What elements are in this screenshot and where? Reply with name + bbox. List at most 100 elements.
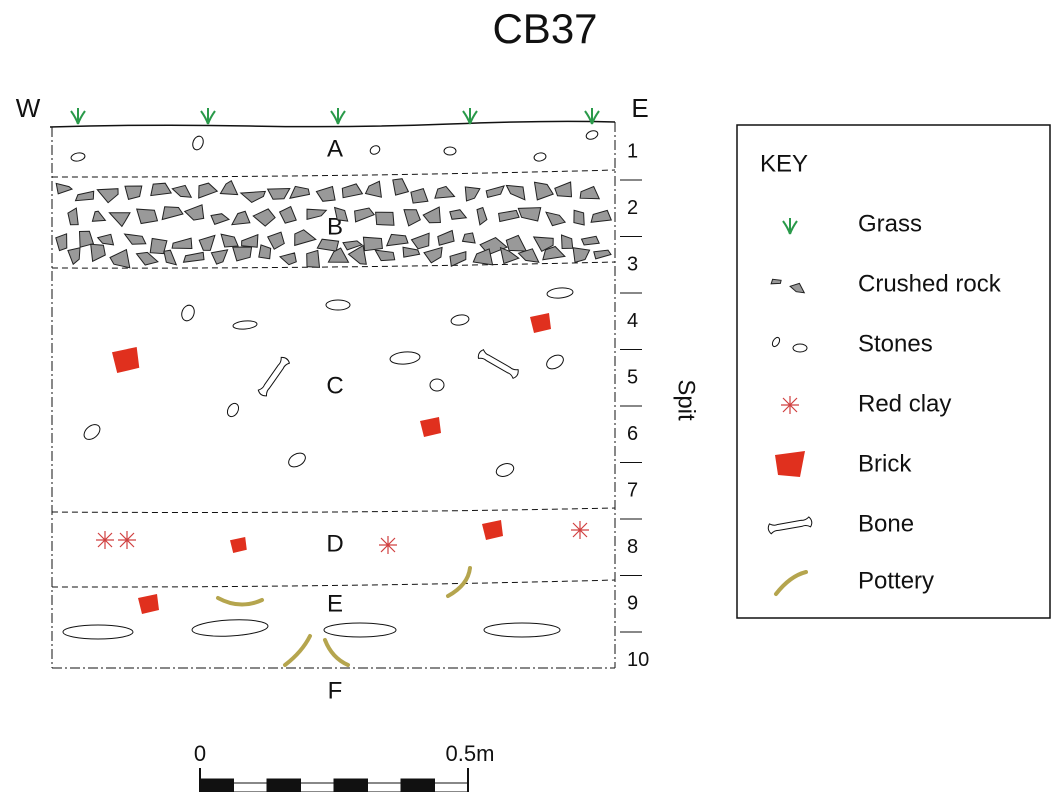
pottery	[283, 634, 312, 667]
crushed-rock	[161, 206, 184, 221]
stone	[546, 354, 564, 370]
layer-boundary	[51, 261, 616, 269]
crushed-rock	[532, 236, 554, 252]
crushed-rock	[278, 205, 297, 224]
scale-end: 0.5m	[446, 741, 495, 766]
crushed-rock	[342, 240, 363, 251]
crushed-rock	[499, 246, 520, 265]
crushed-rock	[449, 251, 467, 267]
pottery	[446, 566, 472, 598]
crushed-rock	[210, 249, 229, 265]
crushed-rock	[461, 232, 476, 244]
crushed-rock	[410, 187, 429, 204]
crushed-rock	[422, 206, 441, 224]
key-label: Red clay	[858, 390, 951, 417]
stone	[483, 622, 561, 638]
crushed-rock	[572, 247, 591, 264]
red-clay	[571, 521, 589, 539]
stone	[288, 452, 306, 468]
crushed-rock	[241, 233, 259, 248]
brick	[138, 594, 159, 614]
crushed-rock	[476, 206, 488, 226]
spit-number: 6	[627, 423, 638, 445]
stone	[450, 314, 470, 326]
bone	[257, 356, 291, 397]
brick	[775, 451, 805, 477]
crushed-rock	[560, 234, 574, 250]
layer-boundary	[51, 507, 616, 513]
crushed-rock	[239, 190, 267, 203]
crushed-rock	[171, 184, 193, 198]
key-label: Pottery	[858, 567, 934, 594]
stone	[389, 351, 421, 365]
key-label: Crushed rock	[858, 270, 1002, 297]
crushed-rock	[252, 208, 276, 227]
crushed-rock	[472, 248, 494, 266]
grass	[330, 108, 346, 125]
west-label: W	[16, 93, 41, 123]
crushed-rock	[182, 251, 205, 263]
stone	[533, 152, 547, 162]
brick	[112, 347, 140, 373]
layer-boundary	[51, 169, 616, 178]
layer-label: F	[328, 677, 343, 704]
crushed-rock	[219, 179, 239, 196]
crushed-rock	[55, 233, 68, 252]
crushed-rock	[770, 278, 782, 285]
crushed-rock	[362, 236, 383, 252]
key-label: Bone	[858, 510, 914, 537]
crushed-rock	[347, 244, 367, 265]
crushed-rock	[333, 206, 349, 222]
scale-segment	[434, 782, 469, 792]
scale-segment	[333, 778, 368, 792]
crushed-rock	[220, 233, 239, 248]
crushed-rock	[210, 213, 231, 226]
crushed-rock	[67, 247, 81, 266]
crushed-rock	[90, 243, 106, 263]
pottery	[216, 596, 264, 607]
pottery	[323, 638, 350, 667]
brick	[230, 537, 247, 553]
spit-number: 2	[627, 197, 638, 219]
spit-number: 1	[627, 140, 638, 162]
pottery	[774, 570, 808, 596]
crushed-rock	[364, 180, 382, 198]
scale-start: 0	[194, 741, 206, 766]
crushed-rock	[402, 246, 421, 258]
stone	[429, 378, 445, 392]
red-clay	[96, 531, 114, 549]
crushed-rock	[258, 244, 272, 260]
stone	[323, 622, 397, 638]
stone	[792, 343, 808, 353]
grass	[200, 108, 216, 125]
crushed-rock	[375, 211, 395, 226]
layer-boundary	[51, 579, 616, 588]
crushed-rock	[306, 208, 328, 221]
crushed-rock	[385, 233, 409, 247]
key-label: Brick	[858, 450, 912, 477]
crushed-rock	[545, 211, 567, 227]
crushed-rock	[136, 208, 159, 225]
crushed-rock	[573, 209, 585, 226]
crushed-rock	[91, 210, 107, 222]
bone	[767, 516, 813, 535]
crushed-rock	[354, 207, 376, 223]
crushed-rock	[231, 210, 251, 226]
brick	[420, 417, 441, 437]
crushed-rock	[198, 182, 219, 199]
crushed-rock	[171, 237, 193, 250]
crushed-rock	[198, 234, 216, 251]
stone	[192, 135, 204, 151]
layer-label: C	[326, 372, 343, 399]
crushed-rock	[485, 185, 505, 199]
spit-number: 9	[627, 592, 638, 614]
crushed-rock	[498, 209, 520, 223]
crushed-rock	[542, 245, 566, 261]
spit-number: 8	[627, 536, 638, 558]
crushed-rock	[150, 182, 173, 197]
red-clay	[118, 531, 136, 549]
stone	[62, 624, 134, 640]
stone	[443, 146, 457, 156]
stone	[232, 320, 258, 330]
crushed-rock	[403, 209, 421, 227]
